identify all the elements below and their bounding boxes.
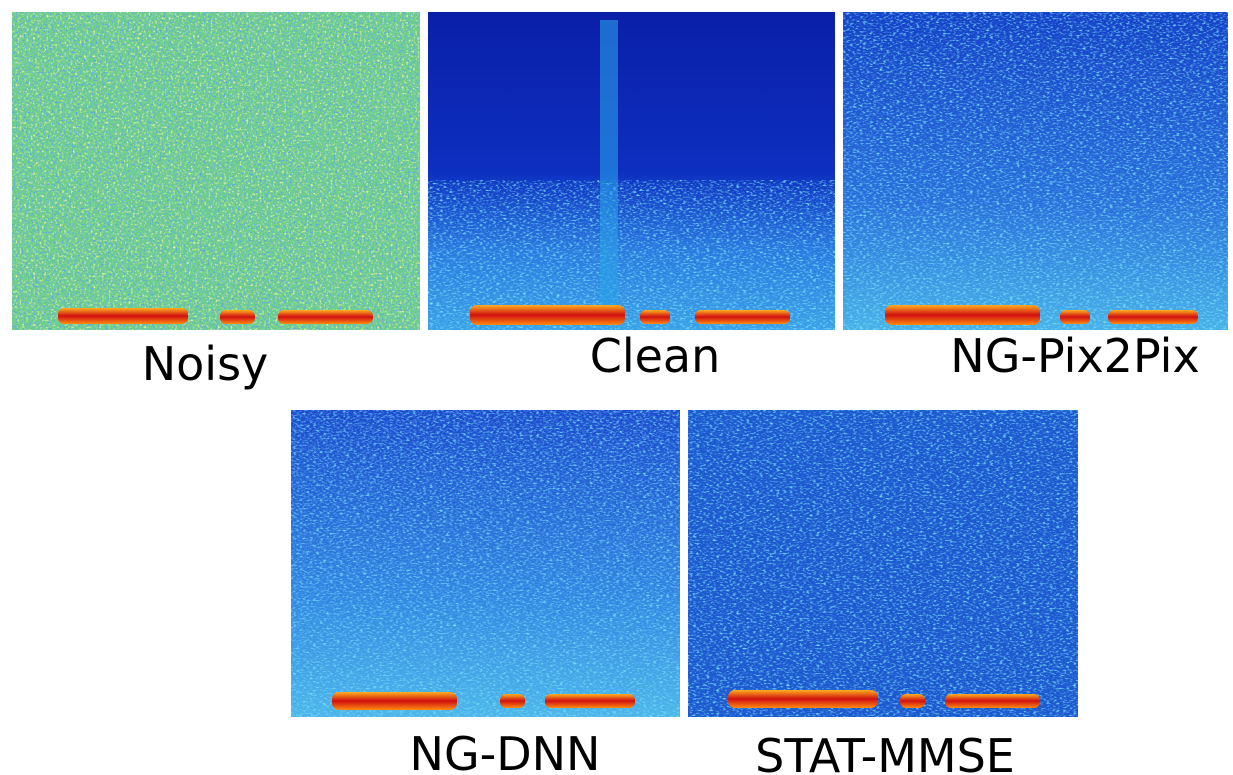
panel-label: Clean <box>590 329 721 383</box>
spectrogram-noisy <box>12 12 420 330</box>
spectrogram-stat-mmse <box>688 410 1078 717</box>
spectrogram-ng-pix2pix <box>843 12 1228 330</box>
spectrogram-clean <box>428 12 835 330</box>
spectrogram-ng-dnn <box>291 410 680 717</box>
page: Noisy Clean NG-Pix2Pix NG-DNN STAT-MMSE … <box>0 0 1233 775</box>
panel-label: Noisy <box>142 337 269 391</box>
panel-label: NG-DNN <box>410 727 601 775</box>
figure: Noisy Clean NG-Pix2Pix NG-DNN STAT-MMSE <box>0 0 1233 775</box>
panel-label: NG-Pix2Pix <box>950 329 1199 383</box>
panel-label: STAT-MMSE <box>755 729 1015 775</box>
